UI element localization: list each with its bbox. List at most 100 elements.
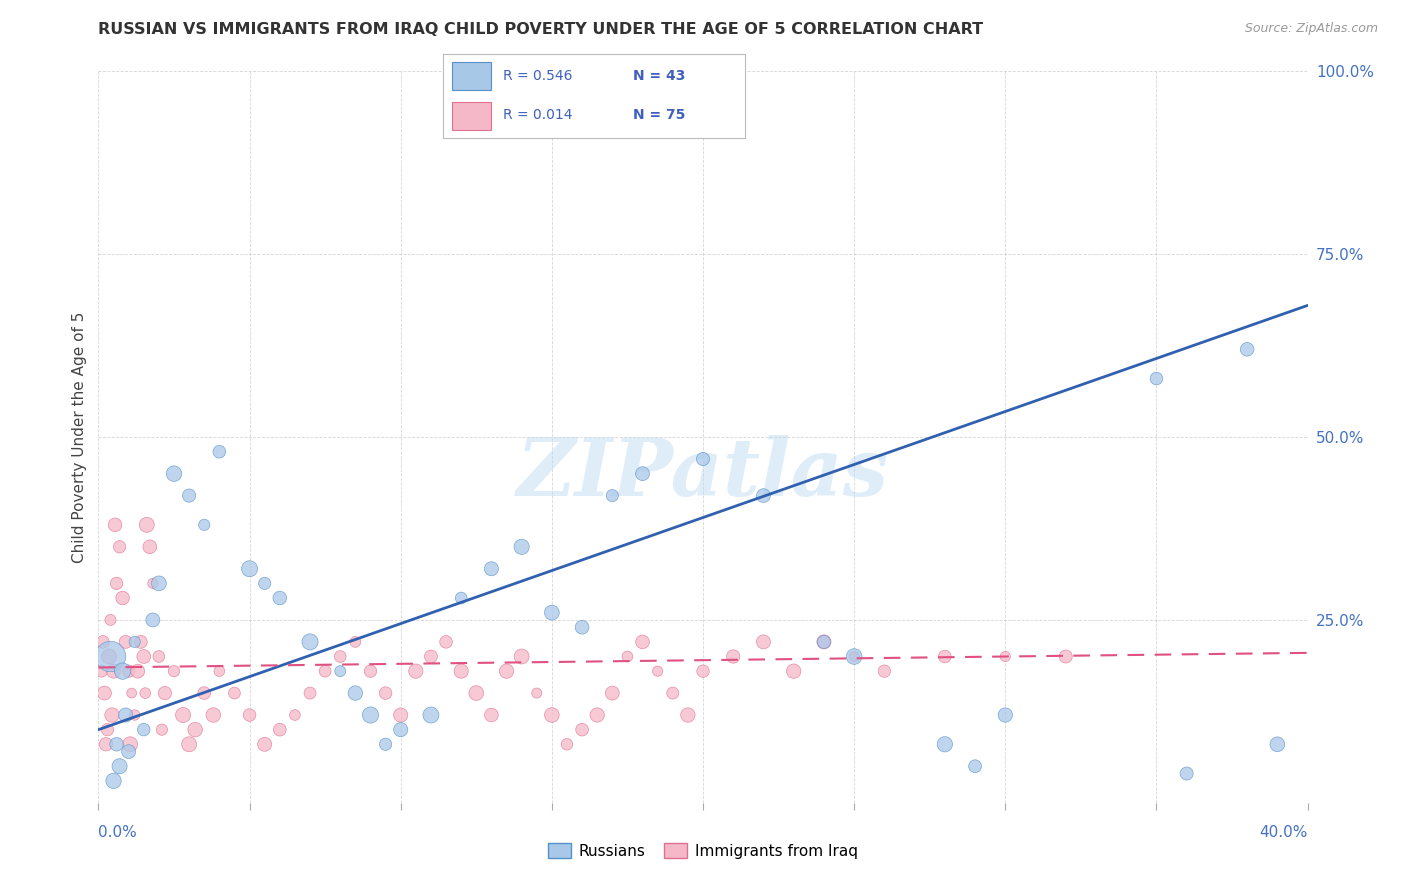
Point [124, 635, 146, 649]
Text: R = 0.014: R = 0.014 [503, 109, 572, 122]
Point [253, 576, 276, 591]
Point [184, 723, 207, 737]
Point [269, 591, 291, 605]
Text: N = 43: N = 43 [633, 70, 686, 83]
Point [94, 737, 117, 751]
Point [692, 452, 714, 467]
Point [329, 649, 352, 664]
Point [90, 664, 112, 678]
Point [344, 686, 367, 700]
Point [389, 708, 412, 723]
Point [208, 444, 231, 458]
Point [202, 708, 225, 723]
Point [661, 686, 683, 700]
Point [1144, 371, 1167, 385]
Point [450, 664, 472, 678]
Point [142, 576, 165, 591]
Point [647, 664, 669, 678]
Point [172, 708, 194, 723]
Point [103, 773, 125, 788]
Point [602, 489, 624, 503]
Point [723, 649, 745, 664]
Point [269, 723, 291, 737]
Bar [451, 62, 491, 90]
Point [239, 708, 262, 723]
Point [360, 708, 382, 723]
Point [239, 562, 262, 576]
Y-axis label: Child Poverty Under the Age of 5: Child Poverty Under the Age of 5 [72, 311, 87, 563]
Text: N = 75: N = 75 [633, 109, 686, 122]
Point [105, 576, 128, 591]
Point [108, 759, 131, 773]
Point [329, 664, 352, 678]
Point [481, 708, 503, 723]
Point [121, 686, 143, 700]
Point [148, 649, 170, 664]
Point [148, 576, 170, 591]
Point [405, 664, 427, 678]
Point [813, 635, 835, 649]
Point [208, 664, 231, 678]
Point [813, 635, 835, 649]
Point [571, 723, 593, 737]
Point [111, 664, 134, 678]
Point [934, 737, 956, 751]
Point [100, 649, 122, 664]
Point [134, 686, 156, 700]
Point [1054, 649, 1077, 664]
Point [124, 708, 146, 723]
Point [224, 686, 246, 700]
Point [163, 664, 186, 678]
Point [602, 686, 624, 700]
Point [465, 686, 488, 700]
Point [1236, 343, 1258, 357]
Point [193, 686, 215, 700]
Point [129, 635, 152, 649]
Point [844, 649, 866, 664]
Point [150, 723, 173, 737]
Point [91, 635, 114, 649]
Point [676, 708, 699, 723]
Legend: Russians, Immigrants from Iraq: Russians, Immigrants from Iraq [543, 837, 863, 864]
Point [420, 649, 443, 664]
Point [374, 686, 396, 700]
Point [360, 664, 382, 678]
Point [510, 649, 533, 664]
Point [994, 708, 1017, 723]
Point [101, 708, 124, 723]
Point [434, 635, 457, 649]
Point [1175, 766, 1198, 780]
Point [120, 737, 142, 751]
Point [96, 723, 118, 737]
Point [163, 467, 186, 481]
Point [873, 664, 896, 678]
Point [934, 649, 956, 664]
Point [103, 664, 125, 678]
Point [114, 708, 136, 723]
Point [526, 686, 548, 700]
Point [114, 635, 136, 649]
Point [100, 613, 122, 627]
Text: R = 0.546: R = 0.546 [503, 70, 572, 83]
Point [153, 686, 176, 700]
Point [108, 540, 131, 554]
Text: RUSSIAN VS IMMIGRANTS FROM IRAQ CHILD POVERTY UNDER THE AGE OF 5 CORRELATION CHA: RUSSIAN VS IMMIGRANTS FROM IRAQ CHILD PO… [98, 22, 984, 37]
Point [994, 649, 1017, 664]
Point [540, 606, 562, 620]
Text: Source: ZipAtlas.com: Source: ZipAtlas.com [1244, 22, 1378, 36]
Text: 40.0%: 40.0% [1260, 825, 1308, 840]
Point [631, 467, 654, 481]
Point [1267, 737, 1289, 751]
Point [752, 489, 775, 503]
Point [284, 708, 307, 723]
Point [481, 562, 503, 576]
Point [450, 591, 472, 605]
Point [93, 686, 115, 700]
Point [344, 635, 367, 649]
Point [118, 664, 141, 678]
Point [314, 664, 336, 678]
Point [132, 723, 155, 737]
Point [420, 708, 443, 723]
Point [752, 635, 775, 649]
Point [510, 540, 533, 554]
